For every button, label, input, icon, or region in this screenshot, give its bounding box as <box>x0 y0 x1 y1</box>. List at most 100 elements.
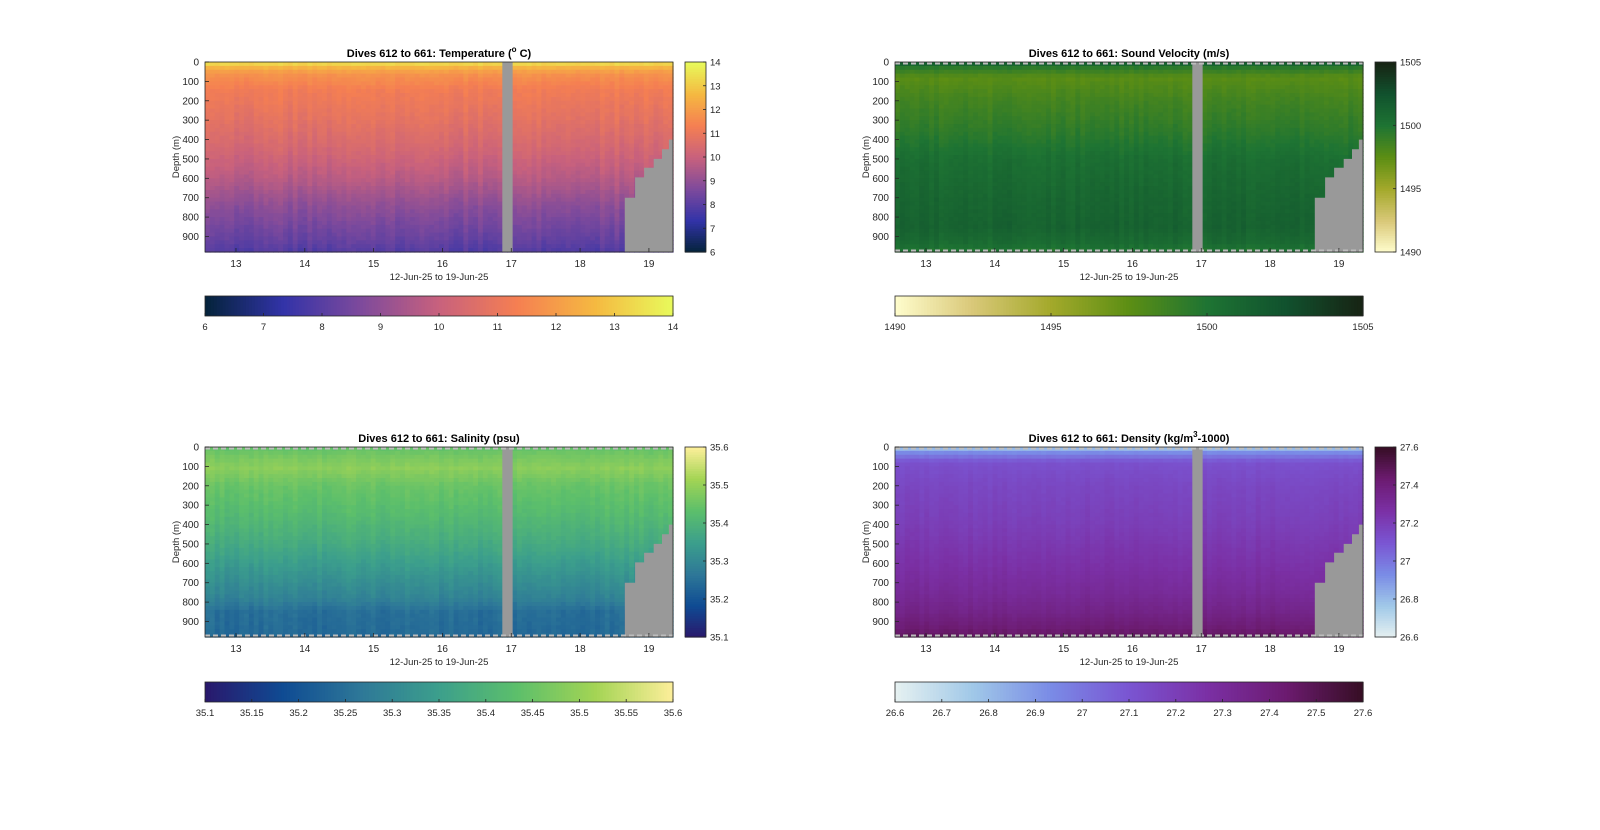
heatmap-cell <box>258 158 265 164</box>
heatmap-cell <box>414 120 421 125</box>
heatmap-cell <box>346 81 352 86</box>
heatmap-cell <box>580 112 586 117</box>
heatmap-cell <box>278 124 284 129</box>
heatmap-cell <box>209 124 216 129</box>
colorbar-segment <box>210 296 215 316</box>
heatmap-cell <box>312 62 318 67</box>
heatmap-cell <box>424 93 430 98</box>
heatmap-cell <box>648 100 655 106</box>
heatmap-cell <box>429 209 435 214</box>
heatmap-cell <box>614 108 620 114</box>
heatmap-cell <box>536 248 542 253</box>
heatmap-cell <box>239 143 245 148</box>
heatmap-cell <box>439 193 445 199</box>
heatmap-cell <box>361 174 367 179</box>
heatmap-cell <box>453 240 460 245</box>
colorbar-segment <box>386 296 390 316</box>
heatmap-cell <box>278 89 284 94</box>
heatmap-cell <box>229 93 235 98</box>
heatmap-cell <box>570 151 577 156</box>
heatmap-cell <box>443 158 450 164</box>
heatmap-cell <box>458 178 464 183</box>
heatmap-cell <box>341 174 347 179</box>
heatmap-cell <box>297 139 304 145</box>
heatmap-cell <box>482 209 489 214</box>
heatmap-cell <box>292 151 299 156</box>
heatmap-cell <box>409 73 416 79</box>
heatmap-cell <box>268 228 274 234</box>
heatmap-cell <box>414 220 421 226</box>
bathymetry-mask <box>624 139 673 252</box>
heatmap-cell <box>526 209 533 214</box>
heatmap-cell <box>565 244 572 249</box>
heatmap-cell <box>590 89 596 94</box>
heatmap-cell <box>526 193 533 199</box>
heatmap-cell <box>619 127 625 133</box>
colorbar-segment <box>685 216 706 220</box>
heatmap-cell <box>307 127 313 133</box>
heatmap-cell <box>229 217 235 222</box>
heatmap-cell <box>385 162 391 168</box>
heatmap-cell <box>531 143 538 148</box>
heatmap-cell <box>560 112 567 117</box>
heatmap-cell <box>585 155 591 160</box>
heatmap-cell <box>648 120 655 125</box>
heatmap-cell <box>331 77 338 82</box>
heatmap-cell <box>209 85 216 90</box>
heatmap-cell <box>575 96 581 102</box>
heatmap-cell <box>575 217 581 222</box>
heatmap-cell <box>341 81 347 86</box>
heatmap-cell <box>312 224 318 230</box>
heatmap-cell <box>375 69 382 75</box>
heatmap-cell <box>585 85 591 90</box>
heatmap-cell <box>487 162 494 168</box>
colorbar-segment <box>491 296 496 316</box>
panel-temperature: Dives 612 to 661: Temperature (o C)01002… <box>171 45 721 333</box>
heatmap-cell <box>434 73 440 79</box>
heatmap-cell <box>575 166 581 172</box>
heatmap-cell <box>234 65 240 71</box>
heatmap-cell <box>668 65 674 71</box>
heatmap-cell <box>453 96 460 102</box>
heatmap-cell <box>400 178 406 183</box>
heatmap-cell <box>473 73 479 79</box>
heatmap-cell <box>560 147 567 152</box>
heatmap-cell <box>526 85 533 90</box>
heatmap-cell <box>443 112 450 117</box>
heatmap-cell <box>595 201 601 207</box>
heatmap-cell <box>443 178 450 183</box>
heatmap-cell <box>448 143 455 148</box>
heatmap-cell <box>473 236 479 241</box>
heatmap-cell <box>365 178 372 183</box>
heatmap-cell <box>351 147 357 152</box>
heatmap-cell <box>512 244 518 249</box>
heatmap-cell <box>380 158 386 164</box>
heatmap-cell <box>214 73 221 79</box>
heatmap-cell <box>512 174 518 179</box>
heatmap-cell <box>521 93 528 98</box>
colorbar-segment <box>685 211 706 215</box>
heatmap-cell <box>375 65 382 71</box>
heatmap-cell <box>599 89 606 94</box>
heatmap-cell <box>239 96 245 102</box>
heatmap-cell <box>375 240 382 245</box>
heatmap-cell <box>580 213 586 218</box>
heatmap-cell <box>307 112 313 117</box>
heatmap-cell <box>629 108 635 114</box>
heatmap-cell <box>570 155 577 160</box>
heatmap-cell <box>439 240 445 245</box>
heatmap-cell <box>648 135 655 141</box>
heatmap-cell <box>424 147 430 152</box>
heatmap-cell <box>395 89 401 94</box>
heatmap-cell <box>468 178 474 183</box>
heatmap-cell <box>297 120 304 125</box>
heatmap-cell <box>521 178 528 183</box>
heatmap-cell <box>248 124 255 129</box>
heatmap-cell <box>556 120 562 125</box>
heatmap-cell <box>361 189 367 195</box>
heatmap-cell <box>331 236 338 241</box>
heatmap-cell <box>361 69 367 75</box>
heatmap-cell <box>419 62 425 67</box>
heatmap-cell <box>458 77 464 82</box>
heatmap-cell <box>229 81 235 86</box>
